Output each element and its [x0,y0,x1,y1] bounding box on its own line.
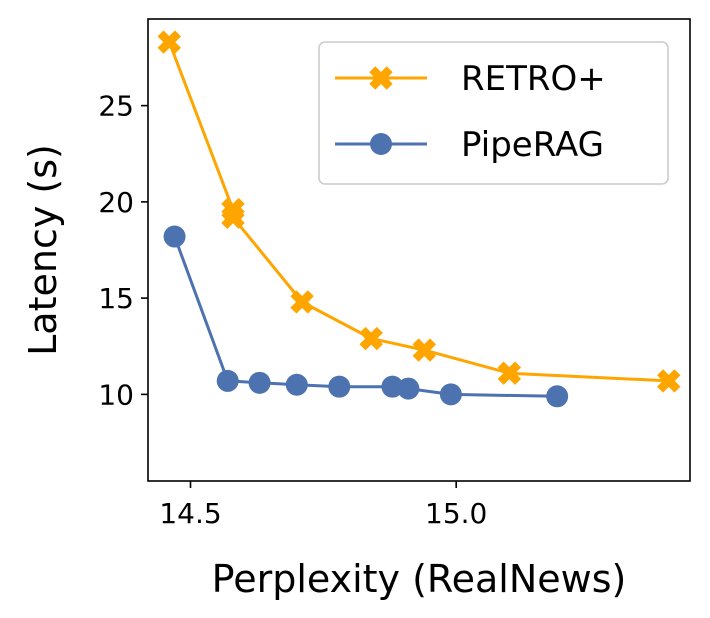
series-retro-point [157,30,181,54]
series-piperag-point [285,373,308,396]
series-piperag-point [546,385,569,408]
legend-piperag-label: PipeRAG [461,125,604,165]
series-piperag-point [248,371,271,394]
x-axis-label: Perplexity (RealNews) [212,557,627,601]
y-tick-label: 10 [98,378,134,411]
series-retro-point [359,326,383,351]
legend: RETRO+ PipeRAG [318,41,669,185]
x-tick-label: 14.5 [159,497,221,530]
series-retro-point [657,369,681,393]
y-tick-label: 25 [98,90,134,123]
series-piperag-point [328,375,351,398]
series-retro-point [290,290,314,314]
y-axis-label: Latency (s) [21,144,65,356]
legend-retro-label: RETRO+ [461,59,606,99]
series-retro-point [497,361,522,385]
y-tick-label: 15 [98,282,134,315]
series-retro-point [412,338,437,362]
series-retro [157,30,681,393]
legend-retro-marker [369,66,393,90]
series-piperag [163,225,569,408]
series-piperag-point [439,383,462,406]
series-layer [157,30,681,408]
x-tick-label: 15.0 [425,497,487,530]
y-tick-label: 20 [98,186,134,219]
series-retro-point [221,205,245,229]
ticks-layer: 14.5 15.0 10 15 20 25 [98,90,487,530]
axes-frame [147,18,691,482]
legend-piperag-marker [370,133,392,155]
series-piperag-point [163,225,186,248]
series-piperag-point [397,377,420,400]
series-piperag-point [381,375,404,398]
series-piperag-point [216,369,239,392]
